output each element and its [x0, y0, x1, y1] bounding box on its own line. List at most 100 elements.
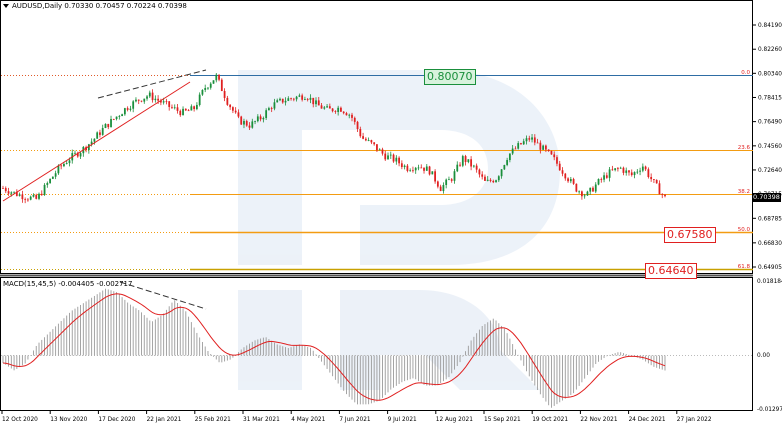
candle-body [456, 164, 459, 172]
candle-body [345, 113, 348, 116]
candle-body [658, 183, 661, 195]
candle-body [270, 108, 273, 109]
candle-body [2, 188, 4, 189]
macd-histogram [2, 288, 666, 408]
time-tick-label: 9 Jul 2021 [388, 417, 417, 423]
candle-body [268, 108, 270, 111]
candle-body [21, 194, 24, 200]
candle-body [414, 167, 417, 171]
candle-body [63, 163, 65, 167]
candle-body [423, 167, 425, 171]
candle-body [24, 199, 27, 200]
candle-body [525, 138, 528, 142]
candle-body [553, 154, 556, 158]
divergence-line-macd [119, 281, 207, 310]
time-tick-label: 4 May 2021 [291, 417, 325, 423]
candle-body [403, 165, 406, 168]
candle-body [68, 160, 71, 164]
candle-body [544, 145, 547, 150]
price-pane-frame [0, 0, 753, 274]
triangle-down-icon[interactable] [3, 4, 9, 8]
candle-body [38, 193, 40, 199]
candle-body [334, 111, 337, 112]
candle-body [10, 192, 13, 194]
candle-body [201, 89, 204, 95]
candle-body [428, 166, 431, 175]
candle-body [99, 132, 101, 135]
candle-body [400, 163, 403, 168]
candle-body [254, 121, 256, 122]
price-label-fib-50: 0.67580 [664, 227, 716, 243]
candle-body [475, 165, 478, 170]
trend-line-red [2, 81, 191, 202]
candle-body [148, 92, 151, 97]
candle-body [218, 74, 220, 80]
price-tick-label: 0.68785 [758, 216, 782, 222]
candle-body [653, 179, 655, 180]
candle-body [533, 137, 536, 143]
candle-body [176, 107, 179, 111]
candle-body [500, 169, 503, 177]
candle-body [605, 175, 608, 178]
candle-body [43, 184, 46, 196]
candle-body [636, 171, 639, 173]
candle-body [367, 140, 370, 141]
candle-body [234, 110, 237, 113]
candle-body [622, 167, 625, 173]
candle-body [171, 106, 173, 108]
candle-body [342, 111, 345, 114]
candle-body [326, 106, 328, 108]
candle-body [140, 100, 143, 102]
candle-body [359, 129, 362, 137]
candle-body [159, 100, 162, 103]
candle-body [27, 199, 29, 201]
candle-body [561, 170, 564, 174]
candle-body [290, 98, 292, 100]
time-tick-label: 19 Oct 2021 [532, 417, 568, 423]
macd-tick-label: -0.012979 [757, 407, 782, 413]
candle-body [381, 149, 384, 154]
candle-body [417, 167, 420, 169]
candle-body [132, 101, 135, 109]
candle-body [567, 178, 569, 182]
fib-labels: 0.0 23.6 38.2 50.0 61.8 [738, 70, 751, 270]
candle-body [619, 167, 622, 169]
candle-body [495, 180, 497, 183]
candle-body [531, 137, 533, 140]
candle-body [467, 159, 470, 163]
candle-body [514, 148, 517, 150]
candle-body [603, 175, 605, 180]
candle-body [187, 110, 190, 112]
candle-body [550, 151, 553, 155]
time-tick-label: 7 Jun 2021 [339, 417, 370, 423]
candle-body [625, 170, 628, 173]
candle-body [542, 145, 545, 150]
candle-body [650, 177, 653, 180]
candle-body [558, 163, 561, 171]
candle-body [137, 99, 140, 101]
candle-body [4, 188, 7, 192]
candle-body [146, 96, 148, 99]
candle-body [284, 100, 287, 103]
candle-body [276, 100, 279, 103]
current-price-marker: 0.70398 [752, 193, 781, 202]
candle-body [611, 169, 614, 171]
price-tick-label: 0.80340 [758, 71, 782, 77]
broker-watermark-logo [238, 70, 560, 390]
fib-label-0: 0.0 [741, 70, 750, 76]
candle-body [157, 98, 160, 101]
time-tick-label: 31 Mar 2021 [243, 417, 280, 423]
candle-body [594, 184, 597, 192]
candle-body [190, 106, 193, 111]
candle-body [243, 120, 245, 125]
candle-body [287, 98, 290, 101]
candle-body [107, 123, 110, 128]
candle-body [517, 143, 520, 149]
candle-body [281, 98, 284, 103]
candle-body [195, 104, 198, 110]
candle-body [614, 168, 617, 171]
candle-body [328, 106, 331, 109]
candle-body [309, 97, 312, 100]
candle-body [373, 142, 376, 145]
